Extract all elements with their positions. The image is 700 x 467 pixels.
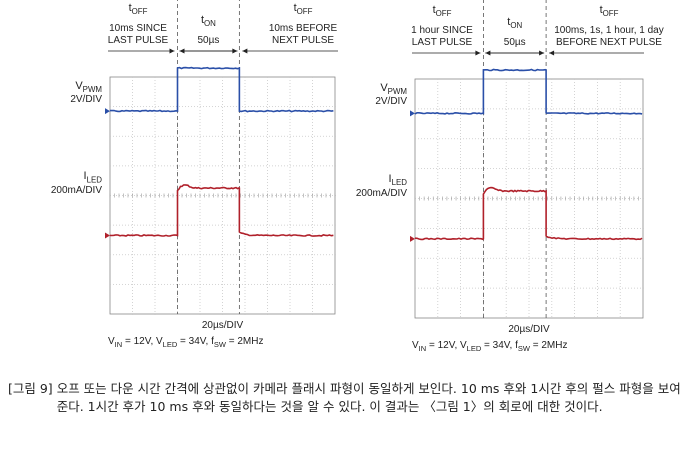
caption-label: [그림 9] — [8, 381, 53, 396]
time-scale-label: 20µs/DIV — [202, 320, 244, 331]
vpwm-ground-marker — [410, 110, 415, 117]
scope-grid — [415, 79, 644, 317]
toff-left-line1: 1 hour SINCE — [411, 25, 473, 36]
ton-arrow-left — [179, 48, 238, 54]
iled-label: ILED — [84, 170, 103, 184]
iled-scale: 200mA/DIV — [356, 188, 407, 199]
toff-right-line1: 100ms, 1s, 1 hour, 1 day — [554, 25, 664, 36]
ton-symbol: tON — [201, 14, 216, 28]
iled-ground-marker — [105, 232, 110, 239]
iled-ground-marker — [410, 235, 415, 242]
time-scale-label: 20µs/DIV — [508, 324, 550, 335]
toff-left-line1: 10ms SINCE — [109, 23, 167, 34]
toff-right-line2: NEXT PULSE — [272, 35, 334, 46]
toff-right-line1: 10ms BEFORE — [269, 23, 338, 34]
vpwm-scale: 2V/DIV — [70, 94, 102, 105]
ton-symbol: tON — [507, 16, 522, 30]
caption-text: 오프 또는 다운 시간 간격에 상관없이 카메라 플래시 파형이 동일하게 보인… — [56, 381, 681, 414]
toff-left-symbol: tOFF — [433, 4, 452, 18]
vpwm-scale: 2V/DIV — [375, 96, 407, 107]
iled-label: ILED — [389, 173, 408, 187]
toff-left-line2: LAST PULSE — [412, 37, 473, 48]
iled-trace — [414, 186, 643, 241]
iled-scale: 200mA/DIV — [51, 185, 102, 196]
vpwm-label: VPWM — [75, 80, 102, 94]
toff-right-line2: BEFORE NEXT PULSE — [556, 37, 662, 48]
vpwm-trace — [110, 66, 334, 113]
conditions-text: VIN = 12V, VLED = 34V, fSW = 2MHz — [108, 336, 263, 349]
iled-trace — [109, 184, 334, 237]
ton-value: 50µs — [197, 35, 219, 46]
toff-right-arrow — [242, 48, 338, 54]
toff-right-symbol: tOFF — [600, 4, 619, 18]
ton-arrow-left — [485, 50, 545, 56]
toff-left-line2: LAST PULSE — [108, 35, 169, 46]
figure-caption: [그림 9] 오프 또는 다운 시간 간격에 상관없이 카메라 플래시 파형이 … — [8, 380, 692, 415]
vpwm-ground-marker — [105, 108, 110, 115]
toff-left-arrow — [108, 48, 175, 54]
conditions-text: VIN = 12V, VLED = 34V, fSW = 2MHz — [412, 340, 567, 353]
toff-right-symbol: tOFF — [294, 2, 313, 16]
scope-panel-right: VPWM 2V/DIV ILED 200mA/DIV tOFF 1 hour SINCE L… — [340, 0, 670, 355]
toff-left-symbol: tOFF — [129, 2, 148, 16]
scope-panel-left: VPWM 2V/DIV ILED 200mA/DIV tOFF 10ms SINCE LAS… — [4, 0, 344, 350]
ton-value: 50µs — [504, 37, 526, 48]
vpwm-trace — [414, 68, 643, 115]
vpwm-label: VPWM — [380, 82, 407, 96]
toff-left-arrow — [412, 50, 481, 56]
toff-right-arrow — [549, 50, 644, 56]
center-ticks — [414, 196, 639, 201]
